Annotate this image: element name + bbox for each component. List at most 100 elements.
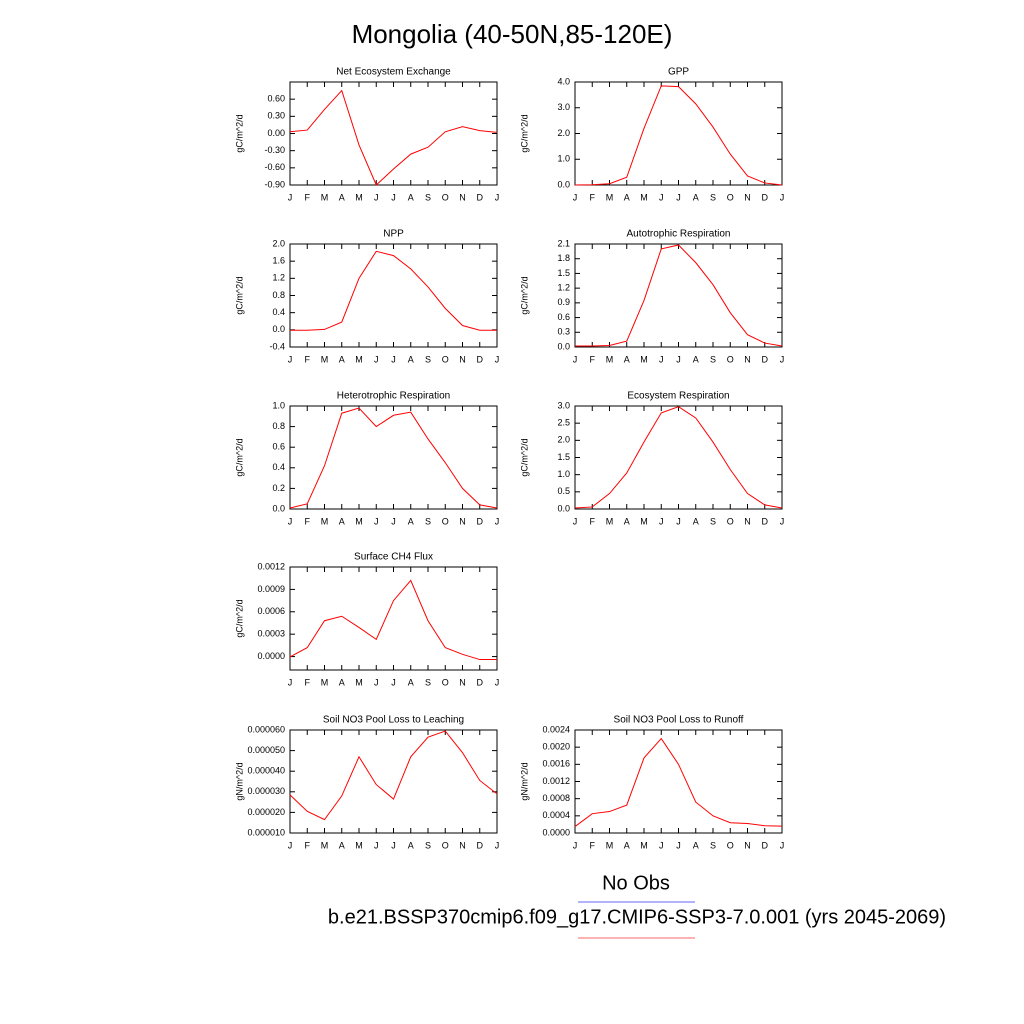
x-tick-label: J <box>780 516 785 526</box>
panel-title: Heterotrophic Respiration <box>337 391 450 402</box>
data-line <box>289 407 498 509</box>
plot-frame <box>574 81 783 186</box>
x-tick-label: F <box>305 677 311 687</box>
y-tick-label: 0.30 <box>267 111 285 121</box>
x-tick-label: N <box>459 192 466 202</box>
y-tick-label: 1.5 <box>557 452 570 462</box>
x-tick-label: M <box>606 192 614 202</box>
y-tick-label: 1.0 <box>272 400 285 410</box>
x-tick-label: N <box>459 677 466 687</box>
x-tick-label: J <box>374 840 379 850</box>
x-tick-label: N <box>459 516 466 526</box>
y-tick-label: 0.0012 <box>257 561 285 571</box>
x-tick-label: M <box>355 354 363 364</box>
y-tick-label: 0.8 <box>272 290 285 300</box>
y-tick-label: 0.6 <box>272 442 285 452</box>
x-tick-label: A <box>624 516 630 526</box>
y-tick-label: 0.0016 <box>542 759 570 769</box>
data-line <box>574 85 783 186</box>
x-tick-label: S <box>710 840 716 850</box>
x-tick-label: M <box>355 516 363 526</box>
x-tick-label: J <box>495 677 500 687</box>
x-tick-label: J <box>288 840 293 850</box>
x-tick-label: M <box>355 677 363 687</box>
x-tick-label: J <box>391 192 396 202</box>
y-tick-label: 0.0020 <box>542 742 570 752</box>
plot-frame <box>289 566 498 671</box>
y-tick-label: 0.0 <box>557 503 570 513</box>
y-tick-label: -0.60 <box>264 162 285 172</box>
x-tick-label: M <box>606 840 614 850</box>
x-tick-label: M <box>321 354 329 364</box>
y-tick-label: 0.5 <box>557 486 570 496</box>
x-tick-label: J <box>676 192 681 202</box>
x-tick-label: O <box>727 516 734 526</box>
x-tick-label: J <box>391 677 396 687</box>
x-tick-label: O <box>727 192 734 202</box>
figure-title: Mongolia (40-50N,85-120E) <box>352 19 673 49</box>
y-tick-label: 0.0003 <box>257 629 285 639</box>
y-tick-label: 0.0 <box>272 324 285 334</box>
x-tick-label: N <box>744 840 751 850</box>
x-tick-label: A <box>693 354 699 364</box>
x-tick-label: J <box>573 516 578 526</box>
x-tick-label: O <box>442 840 449 850</box>
x-tick-label: J <box>288 677 293 687</box>
y-tick-label: 2.0 <box>272 238 285 248</box>
x-tick-label: S <box>425 677 431 687</box>
y-tick-label: 1.6 <box>272 256 285 266</box>
x-tick-label: A <box>624 192 630 202</box>
x-tick-label: J <box>374 192 379 202</box>
x-tick-label: J <box>676 516 681 526</box>
x-tick-label: J <box>495 516 500 526</box>
y-tick-label: 0.60 <box>267 94 285 104</box>
y-tick-label: -0.90 <box>264 179 285 189</box>
x-tick-label: D <box>762 354 769 364</box>
x-tick-label: M <box>640 516 648 526</box>
x-tick-label: A <box>693 192 699 202</box>
y-tick-label: 0.0008 <box>542 793 570 803</box>
data-line <box>574 406 783 509</box>
x-tick-label: J <box>495 354 500 364</box>
y-tick-label: 1.0 <box>557 469 570 479</box>
x-tick-label: F <box>590 354 596 364</box>
y-tick-label: 0.000020 <box>247 807 285 817</box>
y-tick-label: 4.0 <box>557 76 570 86</box>
x-tick-label: J <box>780 354 785 364</box>
panel-title: Net Ecosystem Exchange <box>336 67 451 78</box>
x-tick-label: A <box>693 840 699 850</box>
x-tick-label: J <box>659 840 664 850</box>
x-tick-label: J <box>495 840 500 850</box>
panel-title: Ecosystem Respiration <box>627 391 729 402</box>
y-tick-label: 0.000010 <box>247 827 285 837</box>
x-tick-label: A <box>408 192 414 202</box>
y-tick-label: 1.8 <box>557 253 570 263</box>
data-line <box>289 730 498 821</box>
x-tick-label: J <box>374 516 379 526</box>
x-tick-label: F <box>305 840 311 850</box>
y-tick-label: 0.3 <box>557 327 570 337</box>
x-tick-label: M <box>321 677 329 687</box>
x-tick-label: S <box>710 516 716 526</box>
panel-title: Autotrophic Respiration <box>627 229 731 240</box>
x-tick-label: O <box>442 677 449 687</box>
panel-title: GPP <box>668 67 689 78</box>
y-tick-label: 0.2 <box>272 483 285 493</box>
x-tick-label: F <box>590 840 596 850</box>
y-axis-label: gC/m^2/d <box>519 438 529 476</box>
x-tick-label: J <box>391 354 396 364</box>
y-tick-label: 0.0 <box>557 341 570 351</box>
y-tick-label: -0.4 <box>269 341 285 351</box>
x-tick-label: N <box>744 354 751 364</box>
y-tick-label: 0.0 <box>557 179 570 189</box>
x-tick-label: J <box>288 516 293 526</box>
x-tick-label: J <box>573 192 578 202</box>
x-tick-label: A <box>339 354 345 364</box>
y-tick-label: 0.000060 <box>247 724 285 734</box>
x-tick-label: M <box>606 516 614 526</box>
x-tick-label: D <box>762 516 769 526</box>
y-tick-label: 0.9 <box>557 297 570 307</box>
x-tick-label: F <box>590 192 596 202</box>
y-tick-label: 0.4 <box>272 307 285 317</box>
x-tick-label: M <box>321 516 329 526</box>
